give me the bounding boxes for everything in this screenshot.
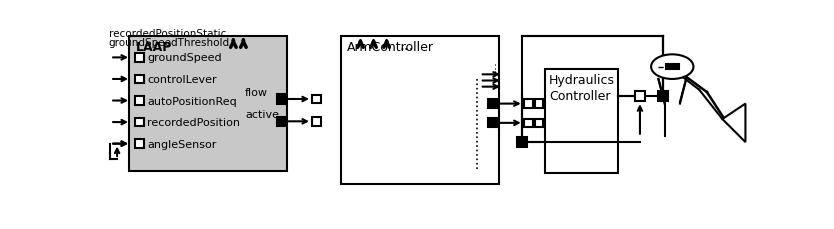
Bar bbox=[341, 37, 499, 185]
Text: active: active bbox=[245, 109, 279, 120]
Text: ...: ... bbox=[485, 60, 498, 72]
Bar bbox=[312, 95, 321, 104]
Bar bbox=[535, 119, 543, 128]
Text: controlLever: controlLever bbox=[147, 75, 217, 85]
Ellipse shape bbox=[651, 55, 693, 80]
Text: ArmController: ArmController bbox=[347, 41, 435, 54]
Text: flow: flow bbox=[245, 87, 268, 97]
Bar bbox=[666, 65, 671, 70]
Bar bbox=[524, 119, 533, 128]
Text: recordedPositionStatic: recordedPositionStatic bbox=[108, 29, 226, 39]
Bar bbox=[129, 37, 287, 172]
Bar bbox=[135, 54, 143, 62]
Bar bbox=[488, 100, 498, 109]
Bar bbox=[673, 65, 679, 70]
Text: angleSensor: angleSensor bbox=[147, 139, 217, 149]
Bar bbox=[277, 95, 286, 104]
Bar bbox=[517, 137, 527, 147]
Bar bbox=[135, 75, 143, 84]
Bar bbox=[135, 97, 143, 105]
Bar bbox=[524, 100, 533, 108]
Text: autoPositionReq: autoPositionReq bbox=[147, 96, 237, 106]
Text: LAAP: LAAP bbox=[136, 41, 172, 53]
Text: groundSpeed: groundSpeed bbox=[147, 53, 222, 63]
Polygon shape bbox=[722, 104, 746, 142]
Bar bbox=[535, 100, 543, 108]
Bar bbox=[488, 119, 498, 128]
Bar bbox=[277, 117, 286, 126]
Bar bbox=[135, 140, 143, 148]
Bar bbox=[635, 92, 645, 101]
Bar bbox=[545, 70, 618, 173]
Text: recordedPosition: recordedPosition bbox=[147, 117, 240, 128]
Bar bbox=[135, 118, 143, 127]
Text: ...: ... bbox=[399, 38, 414, 53]
Text: Hydraulics
Controller: Hydraulics Controller bbox=[549, 74, 615, 102]
Text: groundSpeedThreshold: groundSpeedThreshold bbox=[108, 38, 230, 48]
Bar bbox=[312, 117, 321, 126]
Bar bbox=[658, 92, 668, 101]
